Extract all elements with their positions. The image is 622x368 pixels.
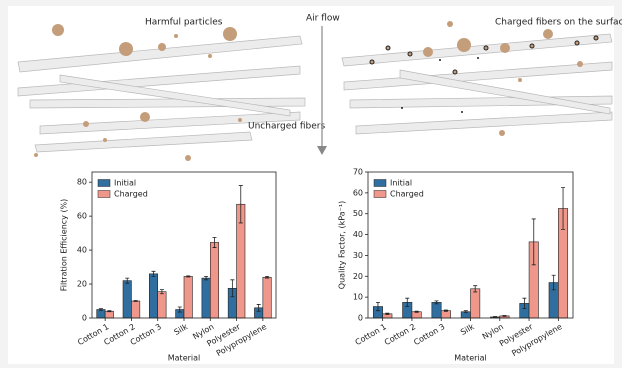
y-tick-label: 40 xyxy=(353,230,363,239)
error-bar xyxy=(186,275,191,278)
error-bar xyxy=(230,279,235,298)
error-bar xyxy=(159,289,164,295)
y-tick-label: 10 xyxy=(353,293,363,302)
bar xyxy=(440,310,451,319)
error-bar xyxy=(414,310,419,313)
error-bar xyxy=(204,276,209,281)
legend-swatch xyxy=(373,179,387,187)
legend-label: Charged xyxy=(114,190,148,199)
error-bar xyxy=(151,270,156,277)
legend-label: Initial xyxy=(390,179,412,188)
bar xyxy=(470,288,481,319)
error-bar xyxy=(493,316,498,318)
bar xyxy=(209,242,219,319)
legend-label: Charged xyxy=(390,190,424,199)
bar xyxy=(262,276,272,319)
bar xyxy=(122,280,132,319)
error-bar xyxy=(107,310,112,313)
error-bar xyxy=(238,185,243,224)
error-bar xyxy=(133,300,138,302)
y-tick-label: 30 xyxy=(353,251,363,260)
bar xyxy=(183,276,193,319)
error-bar xyxy=(434,300,439,305)
illustration-label: Charged fibers on the surface xyxy=(495,18,622,28)
error-bar xyxy=(212,236,217,248)
error-bar xyxy=(502,315,507,317)
bar xyxy=(157,291,167,319)
illustration-label: Uncharged fibers xyxy=(248,122,325,132)
error-bar xyxy=(551,274,556,291)
y-tick-label: 20 xyxy=(353,272,363,281)
bar xyxy=(131,300,141,319)
error-bar xyxy=(531,218,536,266)
legend-swatch xyxy=(373,190,387,198)
bar xyxy=(431,302,442,319)
error-bar xyxy=(125,277,130,284)
error-bar xyxy=(385,312,390,315)
legend-label: Initial xyxy=(114,179,136,188)
axes-frame xyxy=(91,171,277,319)
y-tick-label: 40 xyxy=(77,246,87,255)
legend-swatch xyxy=(97,190,111,198)
y-tick-label: 70 xyxy=(353,168,363,177)
y-tick-label: 60 xyxy=(77,212,87,221)
error-bar xyxy=(522,297,527,310)
error-bar xyxy=(463,310,468,314)
bar xyxy=(96,309,106,319)
error-bar xyxy=(561,187,566,230)
legend-swatch xyxy=(97,179,111,187)
y-axis-label: Filtration Efficiency (%) xyxy=(60,199,69,292)
x-axis-label: Material xyxy=(168,354,201,363)
bar xyxy=(149,273,159,319)
y-tick-label: 20 xyxy=(77,280,87,289)
y-axis-label: Quality Factor, (kPa⁻¹) xyxy=(338,201,347,289)
y-tick-label: 50 xyxy=(353,209,363,218)
axes-frame xyxy=(367,171,574,319)
error-bar xyxy=(473,285,478,293)
illustration-left xyxy=(17,24,306,161)
error-bar xyxy=(177,306,182,313)
y-tick-label: 0 xyxy=(358,314,363,323)
arrow-head xyxy=(317,146,327,155)
error-bar xyxy=(443,309,448,312)
illustration-label: Harmful particles xyxy=(145,18,223,28)
error-bar xyxy=(375,301,380,312)
error-bar xyxy=(256,304,261,312)
bar xyxy=(201,277,211,319)
y-tick-label: 80 xyxy=(77,178,87,187)
illustration-label: Air flow xyxy=(306,14,340,24)
x-axis-label: Material xyxy=(454,354,487,363)
y-tick-label: 60 xyxy=(353,188,363,197)
error-bar xyxy=(98,308,103,311)
illustration-right xyxy=(341,21,613,136)
error-bar xyxy=(405,297,410,307)
y-tick-label: 0 xyxy=(82,314,87,323)
bar xyxy=(104,310,114,319)
error-bar xyxy=(265,276,270,279)
